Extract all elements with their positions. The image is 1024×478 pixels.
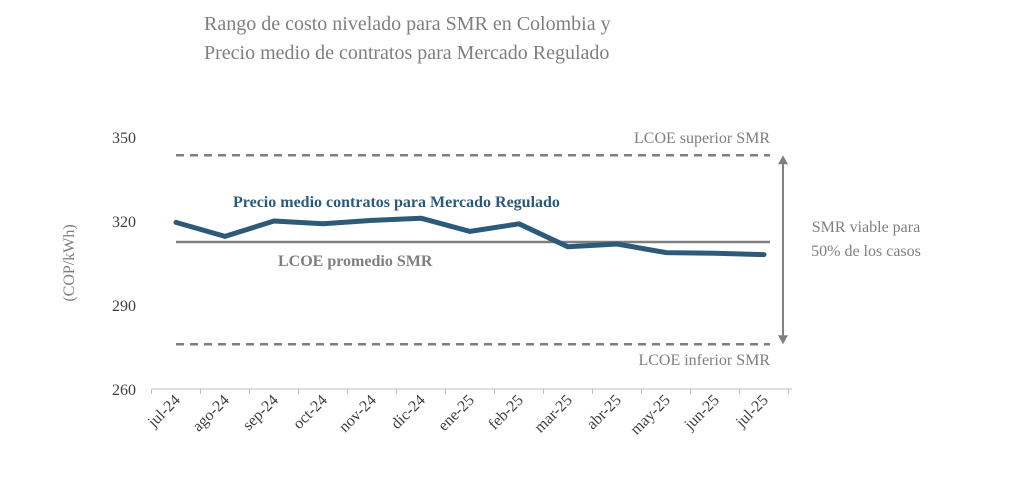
series-label: Precio medio contratos para Mercado Regu… bbox=[233, 194, 560, 211]
x-tick-label: mar-25 bbox=[531, 392, 575, 436]
chart-title-line-2: Precio medio de contratos para Mercado R… bbox=[204, 42, 610, 64]
x-tick-label: jul-25 bbox=[732, 392, 772, 432]
lcoe-average-label: LCOE promedio SMR bbox=[278, 253, 433, 270]
y-tick-label: 260 bbox=[112, 382, 136, 399]
series-point bbox=[517, 222, 521, 226]
x-tick-label: sep-24 bbox=[240, 392, 282, 434]
series-point bbox=[762, 253, 766, 257]
series-point bbox=[468, 229, 472, 233]
x-tick-label: jul-24 bbox=[144, 392, 184, 432]
y-tick-label: 320 bbox=[112, 214, 136, 231]
range-label-line-1: SMR viable para bbox=[812, 219, 920, 236]
series-point bbox=[223, 234, 227, 238]
x-tick-label: abr-25 bbox=[584, 392, 625, 433]
series-point bbox=[419, 216, 423, 220]
chart-title-line-1: Rango de costo nivelado para SMR en Colo… bbox=[204, 13, 611, 35]
x-tick-label: feb-25 bbox=[485, 392, 527, 434]
x-tick-label: jun-25 bbox=[681, 392, 723, 434]
series-point bbox=[566, 245, 570, 249]
range-label-line-2: 50% de los casos bbox=[811, 243, 921, 260]
x-tick-label: may-25 bbox=[627, 392, 674, 439]
x-tick-label: ago-24 bbox=[189, 392, 232, 435]
series-point bbox=[615, 242, 619, 246]
x-tick-label: ene-25 bbox=[435, 392, 478, 435]
series-point bbox=[272, 219, 276, 223]
chart-title: Rango de costo nivelado para SMR en Colo… bbox=[204, 10, 611, 68]
series-line bbox=[173, 215, 767, 258]
series-point bbox=[664, 251, 668, 255]
lcoe-upper-label: LCOE superior SMR bbox=[634, 130, 770, 147]
range-arrow-head-down bbox=[778, 335, 788, 345]
series-point bbox=[370, 218, 374, 222]
x-tick-label: dic-24 bbox=[388, 392, 429, 433]
y-tick-label: 350 bbox=[112, 130, 136, 147]
lcoe-lower-label: LCOE inferior SMR bbox=[638, 352, 770, 369]
y-axis-label: (COP/kWh) bbox=[61, 224, 78, 301]
series-point bbox=[174, 220, 178, 224]
x-tick-label: nov-24 bbox=[336, 392, 380, 436]
range-arrow-head-up bbox=[778, 155, 788, 165]
y-tick-label: 290 bbox=[112, 298, 136, 315]
x-tick-label: oct-24 bbox=[290, 392, 331, 433]
series-point bbox=[713, 251, 717, 255]
series-point bbox=[321, 222, 325, 226]
